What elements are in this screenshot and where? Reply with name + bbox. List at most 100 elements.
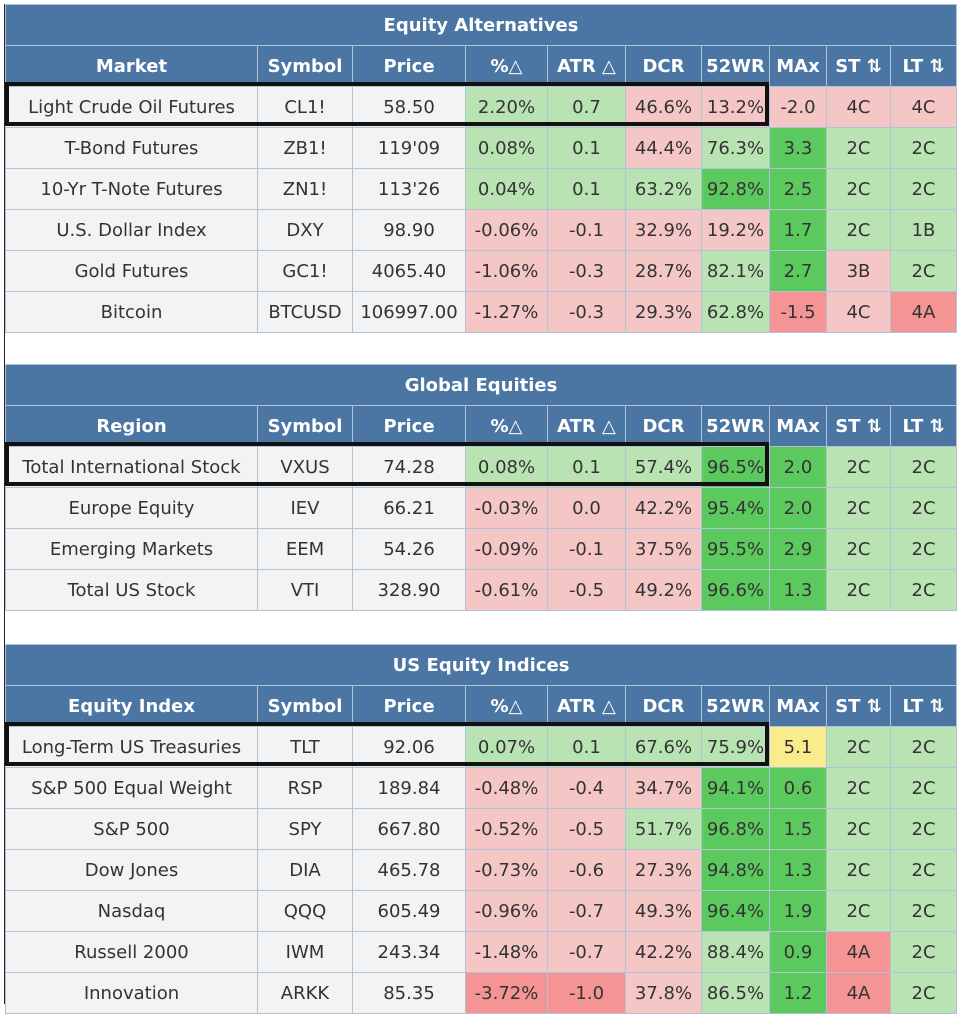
table-row[interactable]: Bitcoin BTCUSD 106997.00 -1.27% -0.3 29.3% 62.… (5, 291, 958, 333)
table-row[interactable]: 10-Yr T-Note Futures ZN1! 113'26 0.04% 0.1 63… (5, 168, 958, 210)
cell-pct-change: -0.48% (465, 767, 548, 809)
table-row[interactable]: T-Bond Futures ZB1! 119'09 0.08% 0.1 44.4% 76.… (5, 127, 958, 169)
table-row[interactable]: S&P 500 SPY 667.80 -0.52% -0.5 51.7% 96.8% 1.5 2… (5, 808, 958, 850)
cell-price: 66.21 (352, 487, 466, 529)
cell-52wr: 96.6% (701, 569, 770, 611)
header-lt[interactable]: LT ⇅ (889, 685, 958, 727)
cell-price: 54.26 (352, 528, 466, 570)
header-price[interactable]: Price (352, 405, 466, 447)
header-max[interactable]: MAx (769, 45, 827, 87)
cell-dcr: 46.6% (625, 86, 702, 128)
cell-atr-change: 0.1 (547, 127, 626, 169)
table-row[interactable]: S&P 500 Equal Weight RSP 189.84 -0.48% -0.4 3… (5, 767, 958, 809)
header-pct-change[interactable]: %△ (465, 45, 548, 87)
header-52wr[interactable]: 52WR (701, 405, 770, 447)
header-price[interactable]: Price (352, 45, 466, 87)
cell-dcr: 29.3% (625, 291, 702, 333)
cell-st: 4A (826, 972, 891, 1014)
cell-52wr: 96.5% (701, 446, 770, 488)
cell-max: 0.6 (769, 767, 827, 809)
cell-price: 243.34 (352, 931, 466, 973)
header-region[interactable]: Region (5, 405, 258, 447)
table-row[interactable]: Total International Stock VXUS 74.28 0.08% 0… (5, 446, 958, 488)
cell-52wr: 19.2% (701, 209, 770, 251)
cell-name: U.S. Dollar Index (5, 209, 258, 251)
cell-52wr: 88.4% (701, 931, 770, 973)
table-row[interactable]: Innovation ARKK 85.35 -3.72% -1.0 37.8% 86.5% 1… (5, 972, 958, 1014)
header-pct-change[interactable]: %△ (465, 405, 548, 447)
cell-max: 1.5 (769, 808, 827, 850)
header-dcr[interactable]: DCR (625, 685, 702, 727)
cell-52wr: 96.8% (701, 808, 770, 850)
cell-price: 465.78 (352, 849, 466, 891)
table-row[interactable]: U.S. Dollar Index DXY 98.90 -0.06% -0.1 32.9%… (5, 209, 958, 251)
header-symbol[interactable]: Symbol (257, 685, 353, 727)
table-row[interactable]: Russell 2000 IWM 243.34 -1.48% -0.7 42.2% 88.4… (5, 931, 958, 973)
cell-max: -1.5 (769, 291, 827, 333)
cell-dcr: 37.8% (625, 972, 702, 1014)
cell-52wr: 86.5% (701, 972, 770, 1014)
cell-pct-change: -3.72% (465, 972, 548, 1014)
cell-lt: 2C (889, 726, 958, 768)
header-st[interactable]: ST ⇅ (826, 45, 891, 87)
table-row[interactable]: Gold Futures GC1! 4065.40 -1.06% -0.3 28.7% 82… (5, 250, 958, 292)
cell-pct-change: -1.48% (465, 931, 548, 973)
cell-name: Europe Equity (5, 487, 258, 529)
header-dcr[interactable]: DCR (625, 405, 702, 447)
header-pct-change[interactable]: %△ (465, 685, 548, 727)
cell-name: S&P 500 Equal Weight (5, 767, 258, 809)
cell-dcr: 63.2% (625, 168, 702, 210)
cell-max: 3.3 (769, 127, 827, 169)
cell-price: 106997.00 (352, 291, 466, 333)
header-st[interactable]: ST ⇅ (826, 685, 891, 727)
cell-symbol: BTCUSD (257, 291, 353, 333)
header-symbol[interactable]: Symbol (257, 405, 353, 447)
cell-max: 2.9 (769, 528, 827, 570)
cell-name: Dow Jones (5, 849, 258, 891)
header-atr-change[interactable]: ATR △ (547, 45, 626, 87)
cell-price: 189.84 (352, 767, 466, 809)
table-row[interactable]: Long-Term US Treasuries TLT 92.06 0.07% 0.1 6… (5, 726, 958, 768)
header-symbol[interactable]: Symbol (257, 45, 353, 87)
cell-atr-change: -0.5 (547, 808, 626, 850)
header-lt[interactable]: LT ⇅ (889, 45, 958, 87)
table-row[interactable]: Europe Equity IEV 66.21 -0.03% 0.0 42.2% 95.4%… (5, 487, 958, 529)
cell-dcr: 44.4% (625, 127, 702, 169)
header-market[interactable]: Market (5, 45, 258, 87)
cell-symbol: DIA (257, 849, 353, 891)
us-equity-indices-section: US Equity Indices Equity Index Symbol Pr… (4, 644, 958, 1014)
cell-name: 10-Yr T-Note Futures (5, 168, 258, 210)
table-row[interactable]: Emerging Markets EEM 54.26 -0.09% -0.1 37.5% 9… (5, 528, 958, 570)
cell-52wr: 75.9% (701, 726, 770, 768)
cell-pct-change: 0.08% (465, 446, 548, 488)
cell-st: 2C (826, 209, 891, 251)
cell-dcr: 67.6% (625, 726, 702, 768)
table-row[interactable]: Dow Jones DIA 465.78 -0.73% -0.6 27.3% 94.8% 1.… (5, 849, 958, 891)
header-atr-change[interactable]: ATR △ (547, 685, 626, 727)
cell-symbol: ZN1! (257, 168, 353, 210)
cell-52wr: 94.8% (701, 849, 770, 891)
table-row[interactable]: Total US Stock VTI 328.90 -0.61% -0.5 49.2% 96… (5, 569, 958, 611)
cell-max: 5.1 (769, 726, 827, 768)
cell-atr-change: -0.4 (547, 767, 626, 809)
table-row[interactable]: Light Crude Oil Futures CL1! 58.50 2.20% 0.7… (5, 86, 958, 128)
cell-pct-change: -0.73% (465, 849, 548, 891)
header-atr-change[interactable]: ATR △ (547, 405, 626, 447)
header-price[interactable]: Price (352, 685, 466, 727)
header-equity-index[interactable]: Equity Index (5, 685, 258, 727)
header-dcr[interactable]: DCR (625, 45, 702, 87)
table-row[interactable]: Nasdaq QQQ 605.49 -0.96% -0.7 49.3% 96.4% 1.9 2C… (5, 890, 958, 932)
header-52wr[interactable]: 52WR (701, 45, 770, 87)
market-dashboard: Equity Alternatives Market Symbol Price … (4, 4, 958, 1014)
cell-lt: 2C (889, 808, 958, 850)
cell-atr-change: 0.0 (547, 487, 626, 529)
cell-symbol: SPY (257, 808, 353, 850)
header-max[interactable]: MAx (769, 685, 827, 727)
header-lt[interactable]: LT ⇅ (889, 405, 958, 447)
cell-name: Total US Stock (5, 569, 258, 611)
cell-name: Innovation (5, 972, 258, 1014)
header-52wr[interactable]: 52WR (701, 685, 770, 727)
header-st[interactable]: ST ⇅ (826, 405, 891, 447)
header-max[interactable]: MAx (769, 405, 827, 447)
cell-symbol: ARKK (257, 972, 353, 1014)
